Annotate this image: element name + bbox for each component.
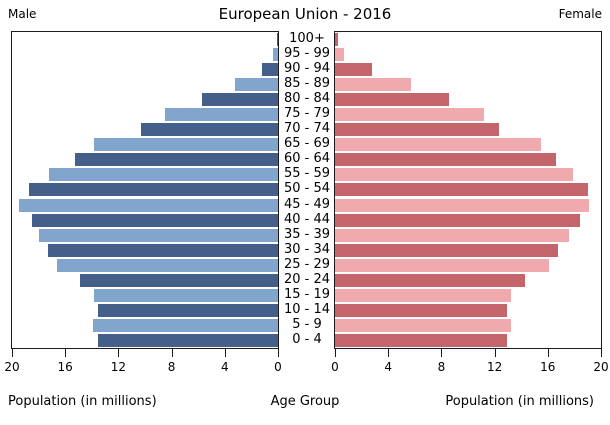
tick-female-8 [441,348,443,357]
bar-male-70-74 [141,123,278,137]
age-label-35-39: 35 - 39 [283,226,331,242]
tick-label-male-16: 16 [57,360,73,374]
bar-male-20-24 [79,273,278,287]
age-label-15-19: 15 - 19 [283,286,331,302]
age-label-90-94: 90 - 94 [283,61,331,77]
tick-label-female-0: 0 [331,360,339,374]
tick-label-female-12: 12 [486,360,503,374]
age-label-70-74: 70 - 74 [283,121,331,137]
bar-female-55-59 [335,168,574,182]
bar-female-60-64 [335,153,556,167]
bar-female-95-99 [335,48,345,62]
bar-female-35-39 [335,228,570,242]
bar-male-100plus [276,33,278,46]
age-label-45-49: 45 - 49 [283,196,331,212]
chart-title: European Union - 2016 [218,5,392,23]
tick-male-4 [224,348,226,357]
tick-female-16 [547,348,549,357]
age-label-95-99: 95 - 99 [283,46,331,62]
bar-male-10-14 [98,303,278,317]
tick-male-8 [171,348,173,357]
male-side-label: Male [8,7,37,21]
bar-male-50-54 [29,183,278,197]
bar-female-0-4 [335,333,507,347]
age-label-0-4: 0 - 4 [292,331,322,347]
bar-male-35-39 [38,228,278,242]
age-label-30-34: 30 - 34 [283,241,331,257]
tick-label-male-8: 8 [167,360,176,374]
age-label-55-59: 55 - 59 [283,166,331,182]
bar-female-5-9 [335,318,511,332]
male-axis-caption: Population (in millions) [8,394,157,409]
bar-female-85-89 [335,78,411,92]
bar-female-70-74 [335,123,499,137]
bar-female-20-24 [335,273,526,287]
tick-label-male-12: 12 [110,360,127,374]
bar-male-80-84 [202,93,278,107]
bar-female-65-69 [335,138,542,152]
tick-label-male-20: 20 [4,360,20,374]
tick-female-12 [494,348,496,357]
tick-label-female-8: 8 [437,360,446,374]
bar-male-95-99 [272,48,278,62]
age-label-100plus: 100+ [289,31,325,46]
bar-male-40-44 [31,213,278,227]
bar-male-60-64 [74,153,278,167]
bar-male-65-69 [94,138,278,152]
tick-label-male-4: 4 [220,360,229,374]
age-label-50-54: 50 - 54 [283,181,331,197]
tick-label-female-4: 4 [384,360,392,374]
bar-male-75-79 [164,108,278,122]
tick-label-female-16: 16 [540,360,556,374]
bar-female-100plus [335,33,339,46]
bar-female-90-94 [335,63,373,77]
age-label-80-84: 80 - 84 [283,91,331,107]
female-plot-area [334,31,602,349]
age-label-75-79: 75 - 79 [283,106,331,122]
bar-male-5-9 [93,318,278,332]
age-label-5-9: 5 - 9 [292,316,322,332]
tick-female-0 [335,348,336,357]
bar-female-80-84 [335,93,450,107]
female-side-label: Female [558,7,602,21]
bar-male-30-34 [47,243,278,257]
tick-male-0 [278,348,279,357]
bar-male-15-19 [94,288,278,302]
age-label-40-44: 40 - 44 [283,211,331,227]
tick-label-male-0: 0 [274,360,282,374]
bar-female-45-49 [335,198,590,212]
bar-female-30-34 [335,243,559,257]
tick-male-16 [65,348,67,357]
age-label-85-89: 85 - 89 [283,76,331,92]
tick-female-4 [388,348,390,357]
tick-label-female-20: 20 [593,360,609,374]
age-label-65-69: 65 - 69 [283,136,331,152]
age-label-20-24: 20 - 24 [283,271,331,287]
bar-male-25-29 [57,258,278,272]
bar-female-50-54 [335,183,588,197]
bar-female-10-14 [335,303,507,317]
bar-female-15-19 [335,288,511,302]
age-label-60-64: 60 - 64 [283,151,331,167]
male-plot-area [11,31,279,349]
age-label-10-14: 10 - 14 [283,301,331,317]
age-label-25-29: 25 - 29 [283,256,331,272]
bar-male-55-59 [49,168,278,182]
age-group-caption: Age Group [270,394,340,409]
bar-male-0-4 [98,333,278,347]
bar-female-75-79 [335,108,484,122]
bar-female-40-44 [335,213,580,227]
bar-female-25-29 [335,258,550,272]
bar-male-90-94 [262,63,278,77]
tick-male-20 [12,348,13,357]
female-axis-caption: Population (in millions) [445,394,594,409]
tick-male-12 [118,348,120,357]
tick-female-20 [601,348,602,357]
bar-male-85-89 [235,78,278,92]
bar-male-45-49 [18,198,278,212]
